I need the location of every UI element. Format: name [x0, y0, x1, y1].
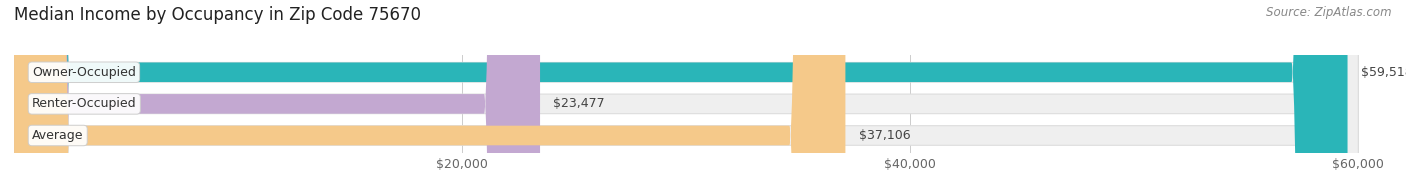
Text: Source: ZipAtlas.com: Source: ZipAtlas.com [1267, 6, 1392, 19]
FancyBboxPatch shape [14, 0, 1347, 196]
FancyBboxPatch shape [14, 0, 845, 196]
Text: Renter-Occupied: Renter-Occupied [32, 97, 136, 110]
FancyBboxPatch shape [14, 0, 1358, 196]
FancyBboxPatch shape [14, 0, 540, 196]
Text: $37,106: $37,106 [859, 129, 911, 142]
FancyBboxPatch shape [14, 0, 1358, 196]
FancyBboxPatch shape [14, 0, 1358, 196]
Text: Median Income by Occupancy in Zip Code 75670: Median Income by Occupancy in Zip Code 7… [14, 6, 420, 24]
Text: $23,477: $23,477 [554, 97, 605, 110]
Text: Average: Average [32, 129, 83, 142]
Text: $59,518: $59,518 [1361, 66, 1406, 79]
Text: Owner-Occupied: Owner-Occupied [32, 66, 136, 79]
